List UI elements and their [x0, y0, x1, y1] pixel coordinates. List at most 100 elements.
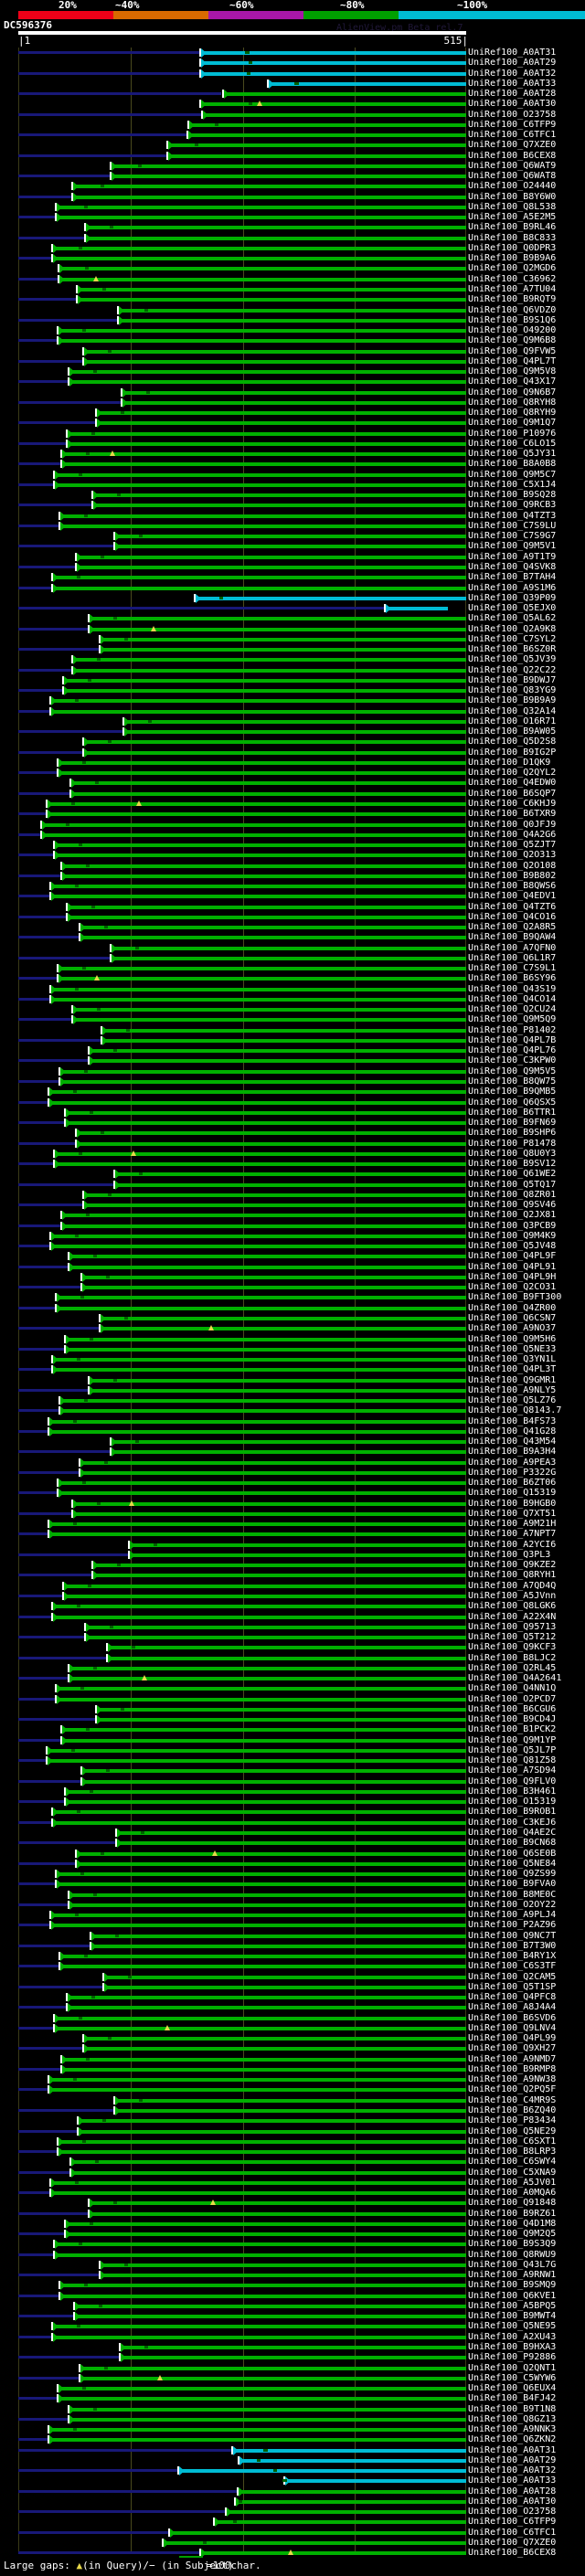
alignment-bar[interactable] [66, 1595, 466, 1598]
hit-id-label[interactable]: UniRef100_Q9ZS99 [468, 1869, 557, 1879]
alignment-row[interactable] [0, 500, 466, 510]
hit-id-label[interactable]: UniRef100_Q2RL45 [468, 1663, 557, 1673]
alignment-row[interactable] [0, 1159, 466, 1169]
hit-id-label[interactable]: UniRef100_Q6QSX5 [468, 1097, 557, 1108]
alignment-row[interactable] [0, 110, 466, 120]
alignment-bar[interactable] [60, 1481, 466, 1485]
alignment-bar[interactable] [80, 298, 466, 302]
hit-id-label[interactable]: UniRef100_A0AT33 [468, 79, 557, 89]
alignment-bar[interactable] [203, 51, 466, 55]
alignment-row[interactable] [0, 335, 466, 345]
alignment-bar[interactable] [55, 576, 466, 579]
hit-id-label[interactable]: UniRef100_B9AW05 [468, 726, 557, 737]
alignment-bar[interactable] [99, 1708, 466, 1712]
alignment-bar[interactable] [61, 267, 466, 270]
alignment-bar[interactable] [62, 2284, 466, 2287]
hit-id-label[interactable]: UniRef100_Q83YG9 [468, 685, 557, 695]
alignment-bar[interactable] [58, 1872, 466, 1876]
alignment-row[interactable] [0, 2198, 466, 2208]
hit-id-label[interactable]: UniRef100_B9SQ28 [468, 490, 557, 500]
alignment-row[interactable] [0, 850, 466, 860]
alignment-row[interactable] [0, 1468, 466, 1478]
hit-id-label[interactable]: UniRef100_Q2QYL2 [468, 768, 557, 778]
hit-id-label[interactable]: UniRef100_B8LJC2 [468, 1653, 557, 1663]
alignment-row[interactable] [0, 716, 466, 726]
alignment-bar[interactable] [53, 2181, 466, 2185]
alignment-bar[interactable] [60, 329, 466, 333]
alignment-bar[interactable] [203, 2551, 466, 2555]
hit-id-label[interactable]: UniRef100_Q6VDZ0 [468, 305, 557, 315]
alignment-row[interactable] [0, 58, 466, 68]
hit-id-label[interactable]: UniRef100_C3KEJ6 [468, 1818, 557, 1828]
alignment-bar[interactable] [82, 1461, 466, 1465]
hit-id-label[interactable]: UniRef100_A0AT32 [468, 2465, 557, 2475]
alignment-row[interactable] [0, 1097, 466, 1108]
hit-id-label[interactable]: UniRef100_A0AT31 [468, 2445, 557, 2455]
alignment-bar[interactable] [113, 175, 466, 178]
alignment-bar[interactable] [229, 2510, 466, 2514]
alignment-bar[interactable] [80, 288, 466, 292]
hit-id-label[interactable]: UniRef100_Q9M5Q9 [468, 1014, 557, 1024]
alignment-row[interactable] [0, 263, 466, 273]
alignment-bar[interactable] [55, 1358, 466, 1362]
hit-id-label[interactable]: UniRef100_B9RZ61 [468, 2209, 557, 2219]
alignment-row[interactable] [0, 2424, 466, 2434]
alignment-bar[interactable] [68, 1111, 466, 1115]
alignment-row[interactable] [0, 747, 466, 758]
alignment-row[interactable] [0, 2095, 466, 2105]
alignment-bar[interactable] [51, 2078, 466, 2082]
alignment-row[interactable] [0, 1241, 466, 1251]
alignment-row[interactable] [0, 2033, 466, 2043]
hit-id-label[interactable]: UniRef100_B9S3Q9 [468, 2239, 557, 2249]
alignment-row[interactable] [0, 315, 466, 325]
alignment-bar[interactable] [73, 792, 466, 796]
hit-id-label[interactable]: UniRef100_C6KHJ9 [468, 799, 557, 809]
hit-id-label[interactable]: UniRef100_Q7XT51 [468, 1509, 557, 1519]
alignment-bar[interactable] [64, 1739, 466, 1743]
hit-id-label[interactable]: UniRef100_Q3PCB9 [468, 1221, 557, 1231]
hit-id-label[interactable]: UniRef100_Q2A9K8 [468, 624, 557, 634]
alignment-row[interactable] [0, 1231, 466, 1241]
alignment-row[interactable] [0, 2002, 466, 2012]
hit-id-label[interactable]: UniRef100_B9DWJ7 [468, 675, 557, 685]
alignment-row[interactable] [0, 1478, 466, 1488]
hit-id-label[interactable]: UniRef100_A9M21H [468, 1519, 557, 1529]
hit-id-label[interactable]: UniRef100_O49200 [468, 325, 557, 335]
alignment-bar[interactable] [57, 1152, 466, 1156]
alignment-row[interactable] [0, 521, 466, 531]
hit-id-label[interactable]: UniRef100_A2XU43 [468, 2332, 557, 2342]
alignment-bar[interactable] [66, 1585, 466, 1588]
alignment-bar[interactable] [53, 1924, 466, 1927]
alignment-row[interactable] [0, 1992, 466, 2002]
hit-id-label[interactable]: UniRef100_B4FJ42 [468, 2393, 557, 2403]
alignment-bar[interactable] [86, 751, 466, 755]
hit-id-label[interactable]: UniRef100_Q43S19 [468, 984, 557, 994]
alignment-row[interactable] [0, 2507, 466, 2517]
alignment-bar[interactable] [88, 237, 466, 240]
hit-id-label[interactable]: UniRef100_Q5JV39 [468, 654, 557, 664]
alignment-bar[interactable] [73, 2160, 466, 2164]
hit-id-label[interactable]: UniRef100_B9MWT4 [468, 2311, 557, 2321]
alignment-row[interactable] [0, 1828, 466, 1838]
alignment-bar[interactable] [55, 1821, 466, 1825]
alignment-row[interactable] [0, 376, 466, 387]
hit-id-label[interactable]: UniRef100_C5WYW6 [468, 2373, 557, 2383]
hit-id-label[interactable]: UniRef100_B6TTR1 [468, 1108, 557, 1118]
alignment-bar[interactable] [82, 2377, 466, 2380]
alignment-row[interactable] [0, 2528, 466, 2538]
alignment-row[interactable] [0, 1663, 466, 1673]
alignment-bar[interactable] [86, 2037, 466, 2041]
hit-id-label[interactable]: UniRef100_B4RY1X [468, 1951, 557, 1961]
alignment-bar[interactable] [79, 566, 466, 569]
hit-id-label[interactable]: UniRef100_Q8RYH8 [468, 398, 557, 408]
alignment-row[interactable] [0, 1488, 466, 1498]
alignment-row[interactable] [0, 583, 466, 593]
alignment-bar[interactable] [91, 628, 466, 631]
alignment-bar[interactable] [60, 967, 466, 970]
alignment-row[interactable] [0, 1755, 466, 1765]
alignment-bar[interactable] [191, 123, 466, 127]
alignment-row[interactable] [0, 624, 466, 634]
hit-id-label[interactable]: UniRef100_A0AT30 [468, 99, 557, 109]
alignment-row[interactable] [0, 2239, 466, 2249]
hit-id-label[interactable]: UniRef100_Q6SE0B [468, 1849, 557, 1859]
